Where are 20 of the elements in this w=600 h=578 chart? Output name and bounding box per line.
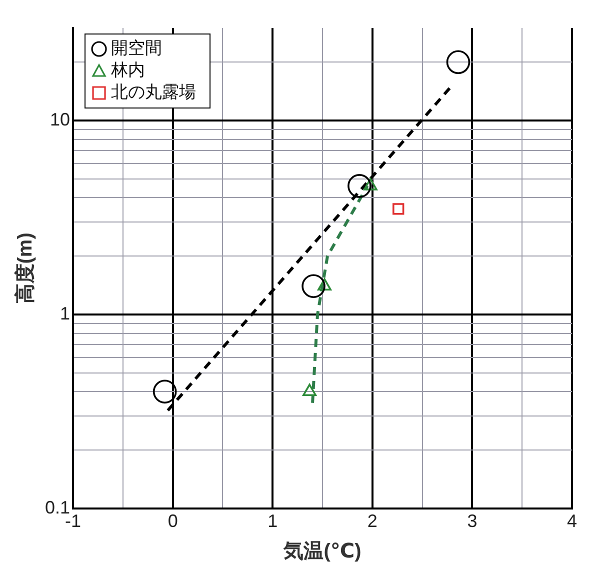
x-tick-label: 3 [467,511,478,532]
y-tick-label: 1 [60,303,70,324]
point [348,174,372,198]
x-tick-label: 0 [168,511,178,532]
legend-label: 林内 [110,60,146,80]
y-axis-title: 高度(m) [14,232,37,304]
point [318,278,332,291]
x-tick-label: 4 [566,511,578,532]
x-axis-title: 気温(℃) [282,540,362,563]
point [302,384,316,396]
x-tick-label: 2 [367,511,378,532]
x-tick-label: 1 [268,511,278,532]
point [152,380,177,404]
legend-label: 開空間 [111,38,162,58]
point [302,274,326,298]
point [392,203,404,215]
y-tick-label: 0.1 [44,497,70,518]
y-tick-label: 10 [50,110,70,130]
point [446,50,470,74]
legend-label: 北の丸露場 [111,82,196,102]
